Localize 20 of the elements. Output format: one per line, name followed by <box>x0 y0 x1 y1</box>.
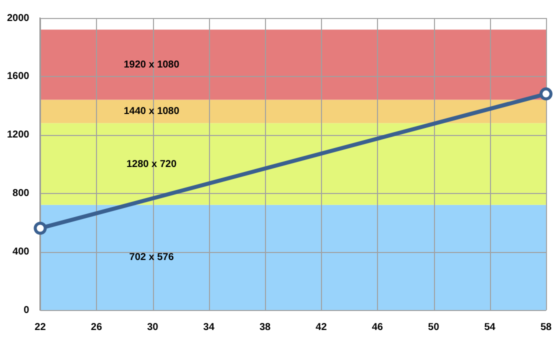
x-tick-label: 38 <box>259 322 272 333</box>
x-tick-label: 26 <box>90 322 102 333</box>
x-tick-label: 58 <box>540 322 552 333</box>
band-label: 1280 x 720 <box>126 158 177 170</box>
y-tick-label: 0 <box>24 304 30 316</box>
y-tick-label: 400 <box>12 246 30 258</box>
x-tick-label: 54 <box>484 322 496 333</box>
y-tick-label: 2000 <box>6 12 30 24</box>
y-tick-label: 1600 <box>6 71 30 82</box>
y-tick-label: 1200 <box>6 130 30 141</box>
x-tick-label: 34 <box>203 322 215 333</box>
band-label: 1920 x 1080 <box>124 59 180 70</box>
y-tick-label: 800 <box>12 188 30 199</box>
x-tick-label: 50 <box>428 322 440 333</box>
x-tick-label: 42 <box>316 322 328 333</box>
band-label: 702 x 576 <box>129 252 174 264</box>
x-tick-label: 46 <box>372 322 384 333</box>
x-tick-label: 30 <box>147 322 159 333</box>
x-tick-label: 22 <box>34 322 46 333</box>
band-label: 1440 x 1080 <box>124 106 180 118</box>
